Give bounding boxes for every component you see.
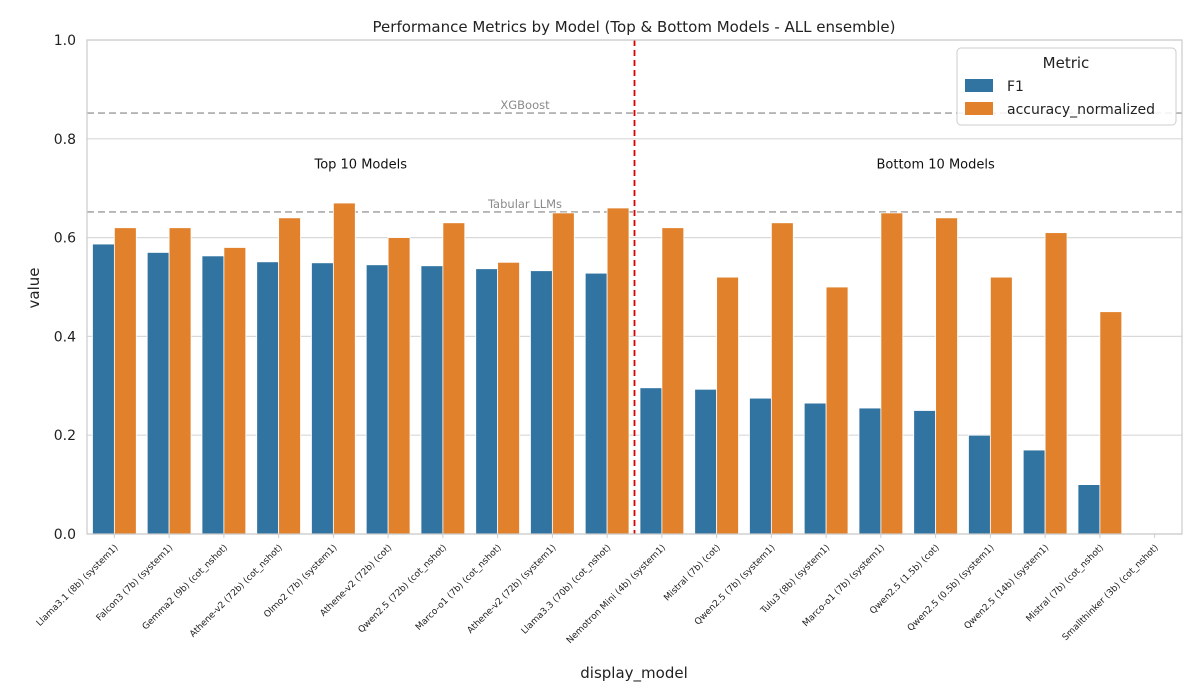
bar-accuracy-normalized bbox=[661, 227, 685, 535]
y-axis-ticks: 0.0 0.2 0.4 0.6 0.8 1.0 bbox=[54, 33, 76, 543]
y-tick-label: 0.0 bbox=[54, 527, 76, 543]
bar-f1 bbox=[311, 262, 334, 535]
bar-f1 bbox=[365, 264, 389, 535]
y-axis-label: value bbox=[25, 268, 43, 309]
legend-label-f1: F1 bbox=[1007, 79, 1024, 95]
x-axis-ticks: Llama3.1 (8b) (system1)Falcon3 (7b) (sys… bbox=[35, 534, 1161, 646]
bar-accuracy-normalized bbox=[332, 202, 356, 535]
group-annotations: Top 10 Models Bottom 10 Models bbox=[313, 158, 995, 173]
bar-accuracy-normalized bbox=[770, 222, 794, 535]
legend-swatch-f1 bbox=[965, 79, 993, 92]
group-annotation: Bottom 10 Models bbox=[876, 158, 995, 173]
bar-f1 bbox=[256, 261, 280, 535]
x-tick-label: Qwen2.5 (72b) (cot_nshot) bbox=[357, 543, 449, 635]
legend: Metric F1 accuracy_normalized bbox=[956, 47, 1177, 126]
x-axis-label: display_model bbox=[580, 664, 687, 683]
bar-f1 bbox=[420, 265, 444, 535]
bar-f1 bbox=[584, 272, 608, 535]
bar-accuracy-normalized bbox=[825, 286, 849, 535]
reference-line-label: XGBoost bbox=[500, 98, 550, 112]
reference-line-label: Tabular LLMs bbox=[487, 197, 562, 211]
x-tick-label: Qwen2.5 (0.5b) (system1) bbox=[906, 543, 997, 634]
x-tick-label: Athene-v2 (72b) (cot_nshot) bbox=[188, 543, 285, 640]
bar-accuracy-normalized bbox=[606, 207, 630, 535]
bar-accuracy-normalized bbox=[989, 276, 1013, 535]
bar-f1 bbox=[146, 252, 170, 535]
bar-accuracy-normalized bbox=[716, 276, 739, 535]
legend-title: Metric bbox=[1043, 54, 1090, 72]
bars bbox=[92, 202, 1123, 535]
bar-accuracy-normalized bbox=[278, 217, 301, 535]
chart-title: Performance Metrics by Model (Top & Bott… bbox=[373, 18, 896, 36]
bar-f1 bbox=[968, 434, 991, 535]
x-tick-label: Llama3.3 (70b) (cot_nshot) bbox=[520, 543, 613, 636]
legend-label-accuracy-normalized: accuracy_normalized bbox=[1007, 102, 1155, 118]
bar-accuracy-normalized bbox=[442, 222, 466, 535]
x-tick-label: Nemotron Mini (4b) (system1) bbox=[565, 543, 668, 646]
bar-f1 bbox=[749, 397, 772, 535]
bar-f1 bbox=[858, 407, 882, 535]
y-tick-label: 0.4 bbox=[54, 329, 76, 345]
bar-accuracy-normalized bbox=[168, 227, 192, 535]
x-tick-label: Smallthinker (3b) (cot_nshot) bbox=[1061, 543, 1161, 643]
bar-accuracy-normalized bbox=[1099, 311, 1123, 535]
legend-swatch-accuracy-normalized bbox=[965, 102, 993, 115]
bar-accuracy-normalized bbox=[223, 247, 247, 535]
legend-frame bbox=[956, 47, 1177, 126]
x-tick-label: Athene-v2 (72b) (system1) bbox=[466, 543, 559, 636]
bar-f1 bbox=[475, 268, 499, 535]
bar-f1 bbox=[530, 270, 553, 535]
y-tick-label: 0.8 bbox=[54, 132, 76, 148]
group-annotation: Top 10 Models bbox=[313, 158, 407, 173]
bar-f1 bbox=[639, 387, 663, 535]
bar-accuracy-normalized bbox=[387, 237, 411, 535]
bar-f1 bbox=[1077, 484, 1101, 535]
bar-f1 bbox=[201, 255, 225, 535]
bar-f1 bbox=[1022, 449, 1046, 535]
bar-accuracy-normalized bbox=[880, 212, 904, 535]
bar-accuracy-normalized bbox=[497, 261, 520, 535]
bar-accuracy-normalized bbox=[551, 212, 575, 535]
bar-accuracy-normalized bbox=[1044, 232, 1068, 535]
bar-f1 bbox=[694, 388, 718, 535]
y-tick-label: 1.0 bbox=[54, 33, 76, 49]
y-tick-label: 0.2 bbox=[54, 428, 76, 444]
reference-lines: XGBoost Tabular LLMs bbox=[87, 98, 1182, 213]
bar-f1 bbox=[92, 243, 115, 535]
bar-accuracy-normalized bbox=[935, 217, 958, 535]
x-tick-label: Mistral (7b) (cot) bbox=[662, 543, 722, 603]
y-tick-label: 0.6 bbox=[54, 231, 76, 247]
bar-f1 bbox=[913, 410, 937, 535]
bar-accuracy-normalized bbox=[113, 227, 137, 535]
plot-frame bbox=[86, 39, 1183, 535]
bar-f1 bbox=[803, 402, 827, 535]
